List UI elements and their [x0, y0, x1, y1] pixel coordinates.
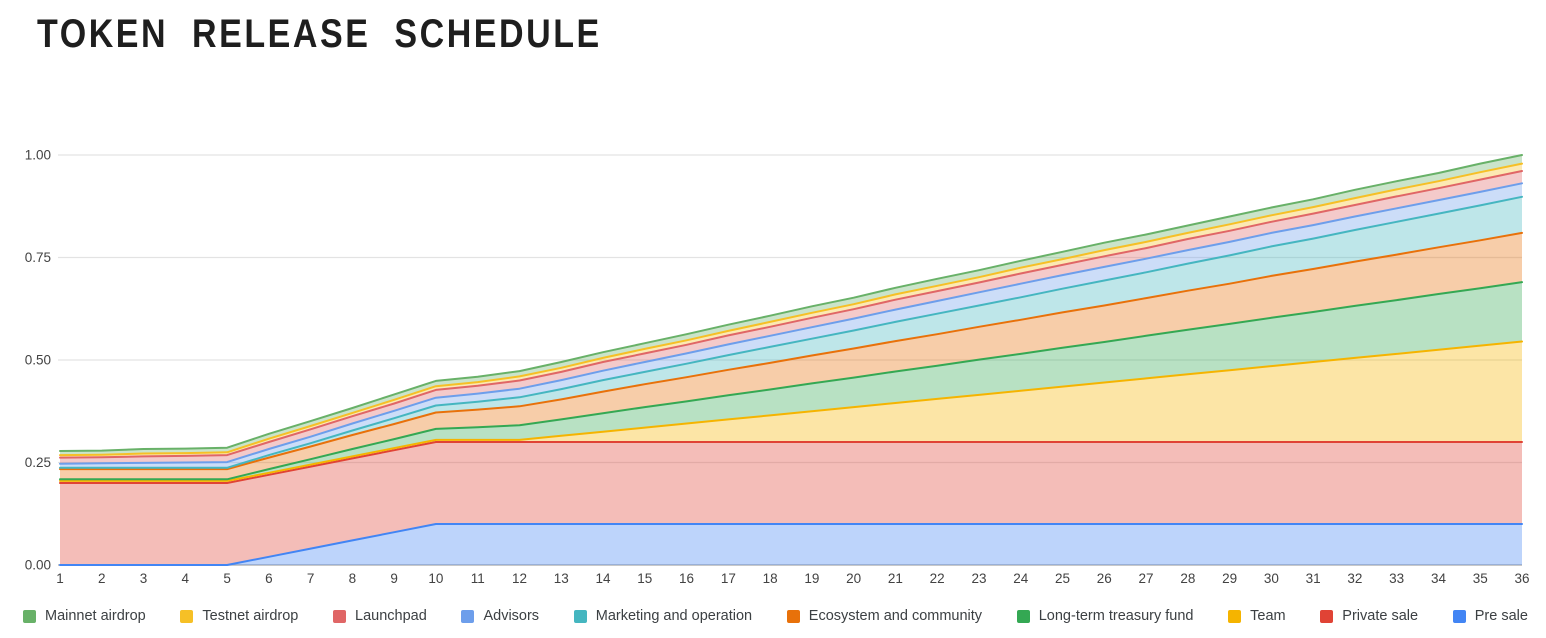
legend-item-advisors: Advisors: [461, 608, 539, 624]
legend-item-marketing-and-operation: Marketing and operation: [573, 608, 753, 624]
x-tick-label-12: 12: [512, 571, 527, 586]
x-tick-label-18: 18: [763, 571, 778, 586]
x-tick-label-35: 35: [1473, 571, 1488, 586]
x-tick-label-6: 6: [265, 571, 273, 586]
chart-title: TOKEN RELEASE SCHEDULE: [37, 12, 602, 56]
x-tick-label-1: 1: [56, 571, 64, 586]
x-tick-label-4: 4: [182, 571, 190, 586]
legend-label-long-term-treasury-fund: Long-term treasury fund: [1038, 608, 1194, 624]
legend-label-launchpad: Launchpad: [355, 608, 427, 624]
legend-label-pre-sale: Pre sale: [1474, 608, 1528, 624]
y-tick-label-0.00: 0.00: [25, 558, 51, 573]
x-tick-label-17: 17: [721, 571, 736, 586]
legend-item-long-term-treasury-fund: Long-term treasury fund: [1016, 608, 1194, 624]
x-tick-label-24: 24: [1013, 571, 1029, 586]
x-tick-label-33: 33: [1389, 571, 1404, 586]
x-tick-label-25: 25: [1055, 571, 1070, 586]
y-tick-label-0.75: 0.75: [25, 250, 51, 265]
x-tick-label-8: 8: [349, 571, 357, 586]
y-tick-label-1.00: 1.00: [25, 148, 51, 163]
x-tick-label-32: 32: [1347, 571, 1362, 586]
x-axis-labels: 1 2 3 4 5 6 7 8 9 10 11 12 13 14 15 16 17 18 19 20 21 22 23 24 2…: [56, 571, 1529, 586]
x-tick-label-31: 31: [1306, 571, 1321, 586]
x-tick-label-23: 23: [971, 571, 986, 586]
x-tick-label-22: 22: [930, 571, 945, 586]
x-tick-label-28: 28: [1180, 571, 1195, 586]
x-tick-label-26: 26: [1097, 571, 1112, 586]
x-tick-label-16: 16: [679, 571, 694, 586]
x-tick-label-13: 13: [554, 571, 569, 586]
legend-item-pre-sale: Pre sale: [1452, 608, 1528, 624]
legend-item-team: Team: [1228, 608, 1286, 624]
chart-legend: Mainnet airdrop Testnet airdrop Launchpad A…: [23, 603, 1528, 629]
x-tick-label-30: 30: [1264, 571, 1279, 586]
border-series-advisors: [59, 182, 1523, 465]
x-tick-label-29: 29: [1222, 571, 1237, 586]
legend-swatch-launchpad: [333, 609, 347, 623]
border-series-team: [59, 340, 1523, 482]
legend-label-mainnet-airdrop: Mainnet airdrop: [45, 608, 146, 624]
y-tick-label-0.50: 0.50: [25, 353, 51, 368]
legend-swatch-advisors: [461, 609, 475, 623]
area-series-private-sale: [60, 442, 1522, 565]
x-tick-label-3: 3: [140, 571, 148, 586]
legend-item-private-sale: Private sale: [1320, 608, 1418, 624]
border-series-ecosystem-and-community: [59, 231, 1523, 471]
border-series-private-sale: [59, 441, 1523, 484]
area-series-ecosystem-and-community: [60, 232, 1522, 480]
legend-item-ecosystem-and-community: Ecosystem and community: [786, 608, 983, 624]
legend-swatch-testnet-airdrop: [180, 609, 194, 623]
x-tick-label-11: 11: [471, 571, 485, 586]
x-tick-label-10: 10: [428, 571, 443, 586]
legend-swatch-long-term-treasury-fund: [1016, 609, 1030, 623]
border-series-testnet-airdrop: [59, 162, 1523, 457]
legend-label-marketing-and-operation: Marketing and operation: [595, 608, 753, 624]
x-tick-label-20: 20: [846, 571, 861, 586]
legend-swatch-team: [1228, 609, 1242, 623]
legend-label-advisors: Advisors: [483, 608, 540, 624]
x-tick-label-2: 2: [98, 571, 106, 586]
x-tick-label-21: 21: [888, 571, 903, 586]
x-tick-label-36: 36: [1514, 571, 1529, 586]
legend-swatch-mainnet-airdrop: [23, 609, 36, 623]
legend-label-testnet-airdrop: Testnet airdrop: [202, 608, 299, 624]
legend-swatch-pre-sale: [1452, 609, 1466, 623]
y-tick-label-0.25: 0.25: [25, 455, 51, 470]
border-series-marketing-and-operation: [59, 195, 1523, 469]
border-series-pre-sale: [59, 523, 1523, 566]
legend-item-launchpad: Launchpad: [333, 608, 427, 624]
legend-label-ecosystem-and-community: Ecosystem and community: [808, 608, 983, 624]
legend-label-private-sale: Private sale: [1342, 608, 1419, 624]
x-tick-label-15: 15: [637, 571, 652, 586]
x-tick-label-19: 19: [804, 571, 819, 586]
legend-swatch-private-sale: [1320, 609, 1334, 623]
legend-item-testnet-airdrop: Testnet airdrop: [180, 608, 298, 624]
area-series-layer: [60, 155, 1522, 565]
border-series-long-term-treasury-fund: [59, 281, 1523, 481]
x-tick-label-27: 27: [1139, 571, 1154, 586]
area-series-team: [60, 341, 1522, 483]
x-tick-label-14: 14: [596, 571, 612, 586]
legend-item-mainnet-airdrop: Mainnet airdrop: [23, 608, 146, 624]
legend-label-team: Team: [1250, 608, 1286, 624]
x-tick-label-5: 5: [223, 571, 231, 586]
border-series-launchpad: [59, 170, 1523, 459]
x-tick-label-34: 34: [1431, 571, 1447, 586]
series-border-layer: [59, 154, 1523, 566]
legend-swatch-marketing-and-operation: [573, 609, 587, 623]
x-tick-label-9: 9: [390, 571, 398, 586]
x-tick-label-7: 7: [307, 571, 315, 586]
legend-swatch-ecosystem-and-community: [786, 609, 800, 623]
border-series-mainnet-airdrop: [59, 154, 1523, 452]
y-axis-labels: 0.00 0.25 0.50 0.75 1.00: [25, 148, 51, 573]
area-series-pre-sale: [60, 524, 1522, 565]
